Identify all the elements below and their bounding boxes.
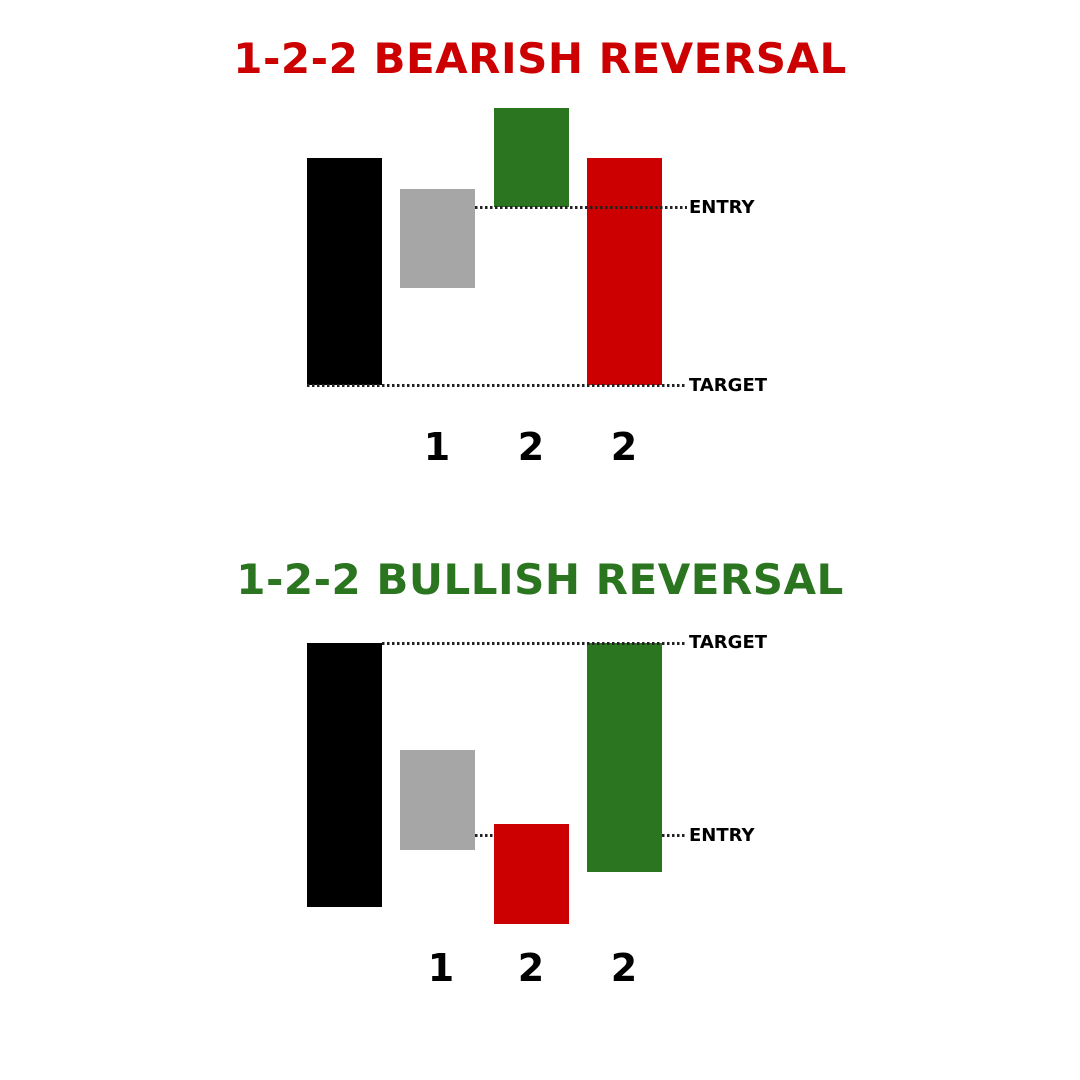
bullish-candle-label-3: 2 bbox=[611, 946, 637, 990]
bearish-title: 1-2-2 BEARISH REVERSAL bbox=[233, 34, 847, 83]
bullish-down-candle-2 bbox=[494, 824, 569, 924]
bullish-candle-label-2: 2 bbox=[518, 946, 544, 990]
bearish-inside-candle-1 bbox=[400, 189, 475, 288]
bearish-target-label: TARGET bbox=[689, 375, 768, 396]
bullish-diagram-svg: TARGET ENTRY 1 2 2 bbox=[307, 632, 768, 990]
bearish-diagram: ENTRY TARGET 1 2 2 bbox=[0, 90, 1080, 490]
bullish-up-candle-2 bbox=[587, 643, 662, 872]
bearish-down-candle-2 bbox=[587, 158, 662, 385]
bullish-diagram: TARGET ENTRY 1 2 2 bbox=[0, 620, 1080, 1020]
bullish-outside-candle bbox=[307, 643, 382, 907]
bullish-candle-label-1: 1 bbox=[428, 946, 454, 990]
bullish-title: 1-2-2 BULLISH REVERSAL bbox=[236, 555, 844, 604]
bearish-candle-label-2: 2 bbox=[518, 425, 544, 469]
bearish-candle-label-3: 2 bbox=[611, 425, 637, 469]
bullish-inside-candle-1 bbox=[400, 750, 475, 850]
bullish-entry-label: ENTRY bbox=[689, 825, 756, 846]
bearish-outside-candle bbox=[307, 158, 382, 385]
bearish-candle-label-1: 1 bbox=[424, 425, 450, 469]
bearish-entry-label: ENTRY bbox=[689, 197, 756, 218]
bullish-target-label: TARGET bbox=[689, 632, 768, 653]
bearish-up-candle-2 bbox=[494, 108, 569, 207]
bearish-diagram-svg: ENTRY TARGET 1 2 2 bbox=[307, 108, 768, 469]
